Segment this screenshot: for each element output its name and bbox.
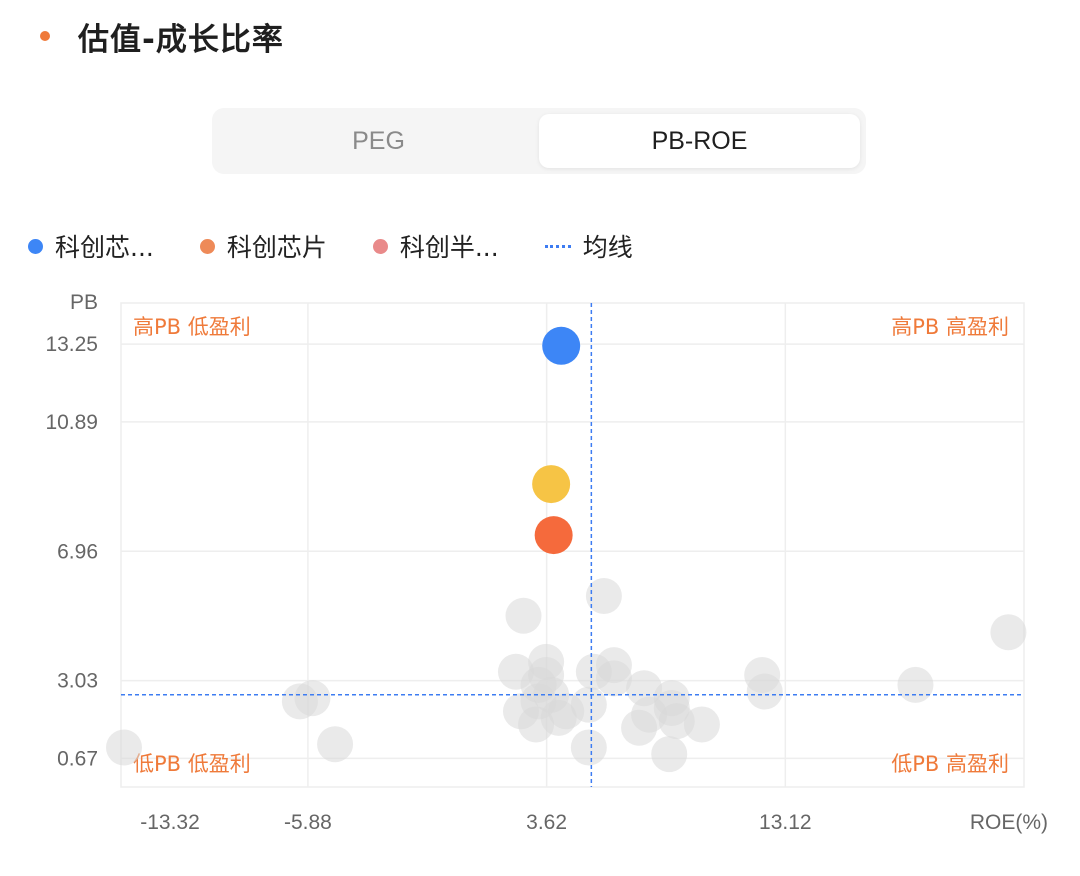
dashed-line-icon — [544, 244, 571, 248]
y-axis-label: PB — [70, 291, 98, 314]
other-points — [106, 578, 1027, 773]
legend-label: 均线 — [582, 233, 633, 262]
scatter-point — [651, 736, 688, 773]
scatter-point — [505, 597, 542, 634]
quadrant-label-top-left: 高PB 低盈利 — [133, 315, 251, 339]
scatter-point — [897, 666, 934, 703]
scatter-point — [281, 683, 318, 720]
section-title: 估值-成长比率 — [78, 21, 284, 58]
legend-label: 科创半... — [399, 233, 499, 262]
scatter-point — [585, 578, 622, 615]
highlighted-point — [542, 326, 581, 365]
highlighted-points — [532, 326, 581, 555]
quadrant-label-bottom-left: 低PB 低盈利 — [133, 752, 251, 776]
grid — [121, 303, 1024, 787]
scatter-point — [317, 726, 354, 763]
y-tick-label: 10.89 — [45, 411, 98, 434]
scatter-point — [653, 680, 690, 717]
header-bullet-icon — [40, 31, 50, 41]
legend-item-series-3[interactable]: 科创半... — [372, 228, 499, 264]
quadrant-label-top-right: 高PB 高盈利 — [891, 315, 1009, 339]
legend-dot-icon — [372, 238, 388, 254]
scatter-point — [746, 673, 783, 710]
x-tick-label: 3.62 — [526, 811, 567, 834]
legend-item-series-2[interactable]: 科创芯片 — [199, 228, 327, 264]
scatter-point — [106, 729, 143, 766]
x-axis-label: ROE(%) — [970, 811, 1048, 834]
y-tick-labels: 0.67 3.03 6.96 10.89 13.25 — [45, 333, 98, 770]
scatter-point — [570, 729, 607, 766]
x-tick-label: -5.88 — [284, 811, 332, 834]
scatter-point — [683, 706, 720, 743]
highlighted-point — [532, 465, 571, 504]
legend-dot-icon — [28, 238, 43, 254]
legend-label: 科创芯片 — [226, 233, 327, 262]
x-tick-label: -13.32 — [140, 811, 200, 834]
chart-legend: 科创芯... 科创芯片 科创半... 均线 — [28, 226, 679, 266]
y-tick-label: 13.25 — [45, 333, 98, 356]
highlighted-point — [534, 516, 573, 555]
mean-lines — [121, 303, 1024, 787]
scatter-point — [595, 660, 632, 697]
y-tick-label: 0.67 — [57, 747, 98, 770]
legend-label: 科创芯... — [55, 233, 154, 262]
legend-item-mean-line[interactable]: 均线 — [544, 228, 633, 264]
chart-type-switch: PEG PB-ROE — [212, 108, 866, 174]
legend-item-series-1[interactable]: 科创芯... — [28, 228, 154, 264]
scatter-point — [990, 614, 1027, 651]
y-tick-label: 6.96 — [57, 540, 98, 563]
tab-pb-roe[interactable]: PB-ROE — [539, 114, 860, 168]
x-tick-label: 13.12 — [759, 811, 812, 834]
scatter-point — [570, 686, 607, 723]
legend-dot-icon — [199, 238, 215, 254]
quadrant-label-bottom-right: 低PB 高盈利 — [891, 752, 1009, 776]
tab-peg[interactable]: PEG — [352, 126, 405, 155]
y-tick-label: 3.03 — [57, 670, 98, 693]
x-tick-labels: -13.32 -5.88 3.62 13.12 — [140, 811, 811, 834]
section-header: 估值-成长比率 — [40, 14, 284, 58]
